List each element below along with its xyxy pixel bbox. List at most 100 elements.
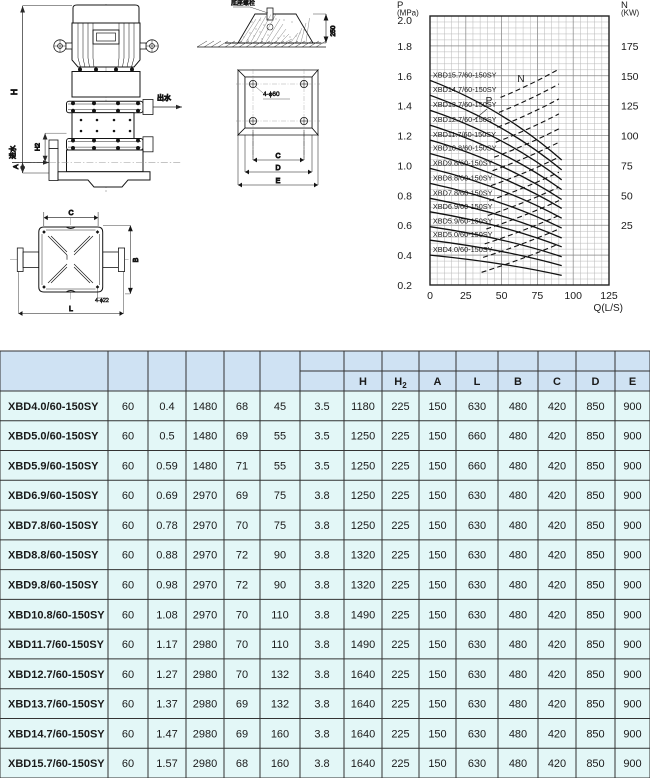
svg-text:420: 420 [548, 460, 566, 472]
svg-text:70: 70 [236, 639, 248, 651]
svg-text:C: C [553, 376, 561, 388]
svg-text:3.8: 3.8 [314, 669, 329, 681]
svg-text:60: 60 [122, 520, 134, 532]
svg-text:1.37: 1.37 [156, 699, 177, 711]
svg-text:150: 150 [428, 639, 446, 651]
svg-text:850: 850 [586, 550, 604, 562]
svg-text:420: 420 [548, 639, 566, 651]
svg-text:630: 630 [468, 609, 486, 621]
svg-text:0.4: 0.4 [397, 250, 412, 262]
svg-text:480: 480 [509, 580, 527, 592]
svg-text:50: 50 [496, 290, 508, 302]
svg-text:150: 150 [621, 71, 639, 83]
svg-text:225: 225 [391, 520, 409, 532]
svg-text:72: 72 [236, 550, 248, 562]
svg-text:480: 480 [509, 728, 527, 740]
svg-text:XBD6.9/60-150SY: XBD6.9/60-150SY [8, 490, 99, 502]
svg-text:出水: 出水 [157, 93, 171, 102]
svg-text:60: 60 [122, 580, 134, 592]
svg-text:70: 70 [236, 609, 248, 621]
svg-text:1640: 1640 [351, 699, 375, 711]
svg-text:3.5: 3.5 [314, 401, 329, 413]
svg-text:225: 225 [391, 758, 409, 770]
svg-text:N: N [517, 74, 524, 85]
svg-text:1.47: 1.47 [156, 728, 177, 740]
svg-text:55: 55 [274, 460, 286, 472]
svg-text:850: 850 [586, 520, 604, 532]
svg-text:D: D [592, 376, 600, 388]
svg-text:1250: 1250 [351, 460, 375, 472]
svg-text:3.8: 3.8 [314, 758, 329, 770]
svg-text:630: 630 [468, 728, 486, 740]
svg-text:1490: 1490 [351, 639, 375, 651]
svg-text:160: 160 [271, 758, 289, 770]
svg-text:XBD15.7/60-150SY: XBD15.7/60-150SY [8, 758, 105, 770]
svg-text:3.8: 3.8 [314, 609, 329, 621]
svg-text:1480: 1480 [193, 401, 217, 413]
svg-text:4-ϕ60: 4-ϕ60 [263, 91, 280, 98]
svg-text:850: 850 [586, 699, 604, 711]
svg-text:2.0: 2.0 [397, 15, 412, 27]
svg-text:XBD10.8/60-150SY: XBD10.8/60-150SY [8, 609, 105, 621]
svg-text:420: 420 [548, 431, 566, 443]
svg-text:A: A [434, 376, 442, 388]
svg-text:850: 850 [586, 401, 604, 413]
svg-text:A: A [13, 164, 20, 169]
svg-text:1320: 1320 [351, 580, 375, 592]
svg-text:XBD8.8/60-150SY: XBD8.8/60-150SY [8, 550, 99, 562]
svg-text:100: 100 [564, 290, 582, 302]
svg-text:69: 69 [236, 490, 248, 502]
svg-text:2980: 2980 [193, 639, 217, 651]
svg-text:3.5: 3.5 [314, 431, 329, 443]
svg-text:900: 900 [623, 401, 641, 413]
svg-text:H: H [9, 89, 19, 95]
svg-text:1250: 1250 [351, 431, 375, 443]
svg-text:1250: 1250 [351, 520, 375, 532]
svg-text:0.6: 0.6 [397, 220, 412, 232]
svg-text:850: 850 [586, 639, 604, 651]
svg-text:C: C [275, 153, 280, 160]
svg-text:60: 60 [122, 401, 134, 413]
svg-text:2970: 2970 [193, 520, 217, 532]
svg-text:630: 630 [468, 550, 486, 562]
svg-text:2980: 2980 [193, 669, 217, 681]
svg-text:150: 150 [428, 758, 446, 770]
svg-text:1490: 1490 [351, 609, 375, 621]
svg-text:60: 60 [122, 490, 134, 502]
svg-text:XBD9.8/60-150SY: XBD9.8/60-150SY [8, 580, 99, 592]
svg-text:XBD7.8/60-150SY: XBD7.8/60-150SY [433, 188, 493, 197]
svg-text:H: H [359, 376, 367, 388]
svg-text:2980: 2980 [193, 728, 217, 740]
svg-text:0: 0 [427, 290, 433, 302]
svg-text:660: 660 [468, 460, 486, 472]
svg-text:420: 420 [548, 609, 566, 621]
svg-text:132: 132 [271, 699, 289, 711]
svg-text:225: 225 [391, 401, 409, 413]
svg-text:150: 150 [428, 669, 446, 681]
svg-text:2980: 2980 [193, 758, 217, 770]
svg-text:1480: 1480 [193, 460, 217, 472]
svg-text:175: 175 [621, 41, 639, 53]
svg-text:225: 225 [391, 669, 409, 681]
svg-text:480: 480 [509, 699, 527, 711]
svg-text:E: E [276, 178, 281, 185]
svg-text:0.88: 0.88 [156, 550, 177, 562]
svg-text:69: 69 [236, 431, 248, 443]
svg-text:630: 630 [468, 401, 486, 413]
svg-text:0.8: 0.8 [397, 190, 412, 202]
svg-text:1640: 1640 [351, 669, 375, 681]
svg-text:B: B [514, 376, 522, 388]
svg-text:900: 900 [623, 580, 641, 592]
svg-text:3.8: 3.8 [314, 639, 329, 651]
svg-text:900: 900 [623, 431, 641, 443]
svg-text:70: 70 [236, 520, 248, 532]
svg-text:150: 150 [428, 580, 446, 592]
svg-text:3.8: 3.8 [314, 550, 329, 562]
svg-text:420: 420 [548, 550, 566, 562]
svg-text:630: 630 [468, 699, 486, 711]
svg-text:XBD14.7/60-150SY: XBD14.7/60-150SY [8, 728, 105, 740]
svg-text:150: 150 [428, 431, 446, 443]
svg-text:900: 900 [623, 609, 641, 621]
svg-text:25: 25 [621, 220, 633, 232]
svg-text:60: 60 [122, 758, 134, 770]
